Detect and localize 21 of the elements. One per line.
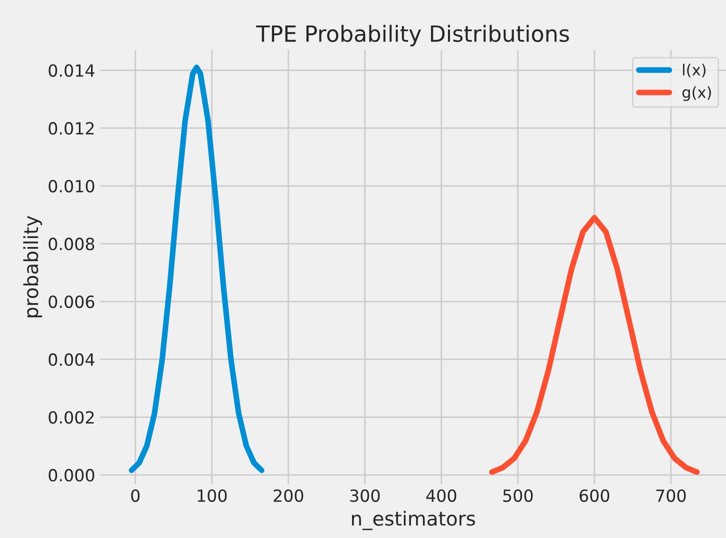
x-tick-label: 200 (274, 489, 304, 502)
x-tick-label: 0 (131, 489, 140, 502)
y-tick-label: 0.002 (48, 411, 94, 424)
x-tick-label: 100 (198, 489, 227, 502)
x-axis-title: n_estimators (352, 510, 475, 530)
y-tick-label: 0.012 (48, 122, 94, 135)
x-tick-label: 700 (656, 489, 686, 502)
y-tick-label: 0.000 (48, 468, 94, 482)
y-tick-label: 0.014 (48, 64, 94, 77)
legend-label: g(x) (682, 86, 711, 101)
y-tick-label: 0.004 (48, 353, 94, 366)
y-tick-label: 0.010 (48, 180, 94, 192)
legend-label: l(x) (683, 64, 706, 78)
chart-title: TPE Probability Distributions (256, 24, 569, 46)
x-tick-label: 500 (503, 489, 533, 502)
y-tick-label: 0.008 (48, 238, 94, 250)
y-tick-label: 0.006 (48, 295, 94, 308)
x-tick-label: 300 (350, 489, 380, 502)
x-tick-label: 400 (426, 489, 456, 502)
x-tick-label: 600 (580, 489, 610, 502)
y-axis-title: probability (23, 216, 42, 318)
